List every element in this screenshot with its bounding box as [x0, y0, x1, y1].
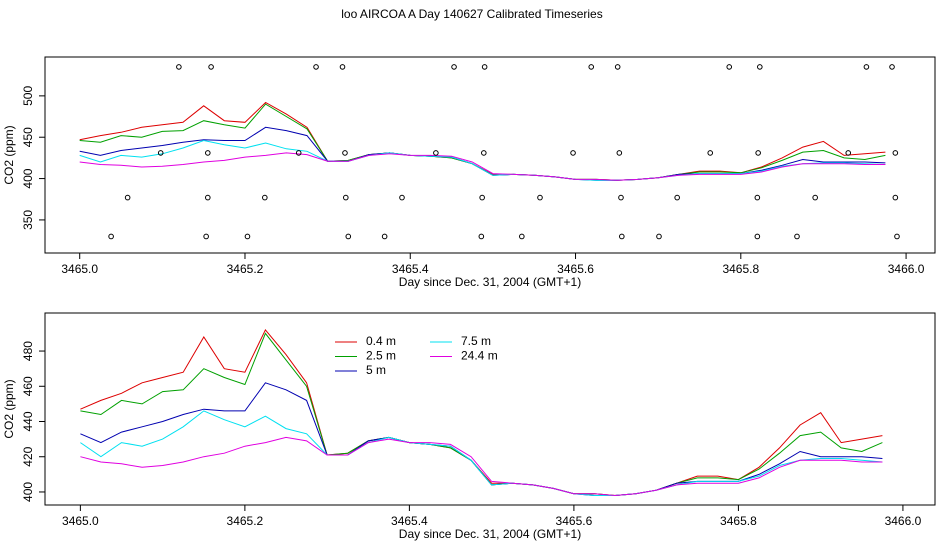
point [478, 233, 485, 240]
point [108, 233, 114, 240]
series-line [80, 328, 883, 497]
point [707, 150, 714, 156]
legend-label: 7.5 m [461, 334, 491, 348]
point [481, 150, 487, 156]
series-line [79, 139, 886, 181]
x-tick-label: 3465.4 [392, 262, 429, 276]
point [656, 233, 662, 240]
point [262, 194, 268, 201]
y-tick-label: 400 [21, 482, 35, 502]
point [295, 150, 302, 156]
x-tick-label: 3465.2 [227, 514, 264, 528]
point [619, 233, 625, 240]
y-tick-label: 440 [21, 411, 35, 431]
point [342, 150, 348, 156]
point [754, 233, 761, 240]
y-tick-label: 350 [21, 210, 35, 230]
plot-frame [44, 56, 936, 254]
series-line [80, 436, 883, 497]
point [726, 64, 733, 70]
point [208, 64, 214, 70]
point [244, 233, 251, 240]
point [313, 64, 319, 70]
point [433, 150, 439, 156]
point [204, 150, 211, 156]
point [124, 194, 131, 201]
plot-frame [44, 312, 936, 506]
x-tick-label: 3466.0 [888, 262, 925, 276]
point [345, 233, 352, 240]
point [618, 194, 624, 201]
point [339, 64, 346, 70]
point [399, 194, 405, 201]
point [812, 194, 818, 201]
x-tick-label: 3465.8 [722, 262, 759, 276]
y-axis-label: CO2 (ppm) [2, 379, 16, 438]
point [755, 150, 761, 156]
x-tick-label: 3465.0 [61, 262, 98, 276]
series-line [79, 126, 886, 181]
point [614, 64, 621, 70]
y-tick-label: 460 [21, 376, 35, 396]
point [451, 64, 457, 70]
point [176, 64, 182, 70]
y-tick-label: 400 [21, 168, 35, 188]
point [889, 64, 895, 70]
point [674, 194, 680, 201]
point [892, 150, 899, 156]
y-axis-label: CO2 (ppm) [2, 125, 16, 184]
point [616, 150, 623, 156]
x-axis-label: Day since Dec. 31, 2004 (GMT+1) [399, 275, 581, 289]
x-axis-label: Day since Dec. 31, 2004 (GMT+1) [399, 527, 581, 541]
chart-title: loo AIRCOA A Day 140627 Calibrated Times… [341, 7, 602, 21]
point [519, 233, 525, 240]
point [481, 64, 488, 70]
point [570, 150, 576, 156]
x-tick-label: 3466.0 [885, 514, 922, 528]
point [203, 233, 209, 240]
y-tick-label: 480 [21, 341, 35, 361]
legend-label: 2.5 m [366, 349, 396, 363]
series-line [79, 152, 886, 181]
point [342, 194, 349, 201]
series-line [80, 410, 883, 496]
point [157, 150, 164, 156]
series-line [80, 382, 883, 496]
point [588, 64, 595, 70]
legend-label: 0.4 m [366, 334, 396, 348]
point [204, 194, 211, 201]
x-tick-label: 3465.0 [62, 514, 99, 528]
legend-label: 24.4 m [461, 349, 498, 363]
point [892, 194, 899, 201]
x-tick-label: 3465.4 [391, 514, 428, 528]
point [479, 194, 485, 201]
x-tick-label: 3465.2 [227, 262, 264, 276]
x-tick-label: 3465.6 [557, 262, 594, 276]
point [894, 233, 900, 240]
legend-label: 5 m [366, 363, 386, 377]
x-tick-label: 3465.6 [556, 514, 593, 528]
point [863, 64, 870, 70]
y-tick-label: 500 [21, 86, 35, 106]
y-tick-label: 450 [21, 127, 35, 147]
point [537, 194, 543, 201]
point [381, 233, 388, 240]
point [845, 150, 852, 156]
y-tick-label: 420 [21, 446, 35, 466]
point [794, 233, 800, 240]
x-tick-label: 3465.8 [720, 514, 757, 528]
point [754, 194, 761, 201]
point [757, 64, 763, 70]
